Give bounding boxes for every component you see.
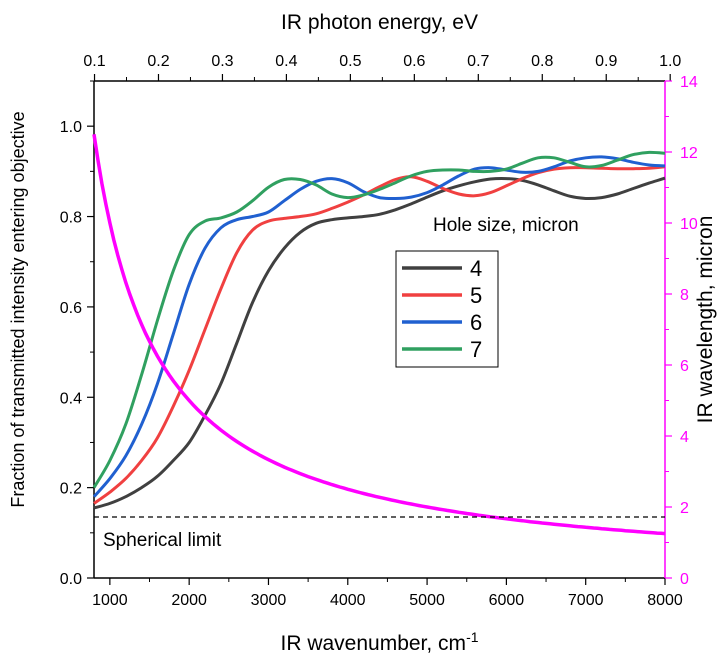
y-right-tick-label: 12 — [680, 145, 698, 162]
top-axis-title: IR photon energy, eV — [281, 11, 478, 34]
top-tick-label: 0.5 — [339, 53, 361, 70]
legend-title: Hole size, micron — [433, 215, 579, 236]
y-right-tick-label: 6 — [680, 358, 689, 375]
legend-label-7: 7 — [470, 337, 482, 362]
y-right-tick-label: 2 — [680, 500, 689, 517]
series-line-5 — [93, 165, 666, 505]
series-wavelength-line — [92, 134, 666, 536]
top-tick-label: 0.3 — [211, 53, 233, 70]
top-tick-label: 0.4 — [275, 53, 297, 70]
legend-label-4: 4 — [470, 256, 482, 281]
y-right-axis-title: IR wavelength, micron — [694, 216, 717, 424]
axis-ticks — [87, 74, 672, 585]
top-tick-label: 0.2 — [147, 53, 169, 70]
top-tick-label: 0.9 — [595, 53, 617, 70]
x-tick-label: 8000 — [647, 592, 683, 609]
y-left-tick-label: 0.6 — [60, 300, 82, 317]
x-tick-label: 3000 — [251, 592, 287, 609]
legend-label-5: 5 — [470, 283, 482, 308]
series-line-6 — [92, 155, 666, 498]
y-right-tick-label: 14 — [680, 74, 698, 91]
tick-labels: 1000 2000 3000 4000 5000 6000 7000 8000 0.1 0.2 0.… — [60, 53, 698, 609]
top-tick-label: 0.1 — [83, 53, 105, 70]
top-tick-label: 0.7 — [467, 53, 489, 70]
series-line-7 — [92, 150, 666, 489]
y-left-tick-label: 1.0 — [60, 119, 82, 136]
x-tick-label: 1000 — [92, 592, 128, 609]
series-layer — [92, 134, 666, 536]
x-tick-label: 7000 — [568, 592, 604, 609]
y-left-tick-label: 0.8 — [60, 210, 82, 227]
top-tick-label: 1.0 — [659, 53, 681, 70]
y-left-tick-label: 0.2 — [60, 481, 82, 498]
y-left-tick-label: 0.4 — [60, 390, 82, 407]
plot-frame — [93, 80, 666, 579]
x-axis-title: IR wavenumber, cm-1 — [280, 629, 478, 655]
x-tick-label: 5000 — [409, 592, 445, 609]
legend-label-6: 6 — [470, 310, 482, 335]
top-tick-label: 0.6 — [403, 53, 425, 70]
y-left-tick-label: 0.0 — [60, 571, 82, 588]
y-right-tick-label: 0 — [680, 571, 689, 588]
x-tick-label: 4000 — [330, 592, 366, 609]
x-tick-label: 6000 — [489, 592, 525, 609]
top-tick-label: 0.8 — [531, 53, 553, 70]
series-line-4 — [93, 176, 666, 510]
y-right-tick-label: 10 — [680, 216, 698, 233]
x-tick-label: 2000 — [171, 592, 207, 609]
y-left-axis-title: Fraction of transmitted intensity enteri… — [8, 111, 28, 507]
y-right-tick-label: 8 — [680, 287, 689, 304]
spherical-limit-label: Spherical limit — [103, 530, 222, 551]
y-right-tick-label: 4 — [680, 429, 689, 446]
